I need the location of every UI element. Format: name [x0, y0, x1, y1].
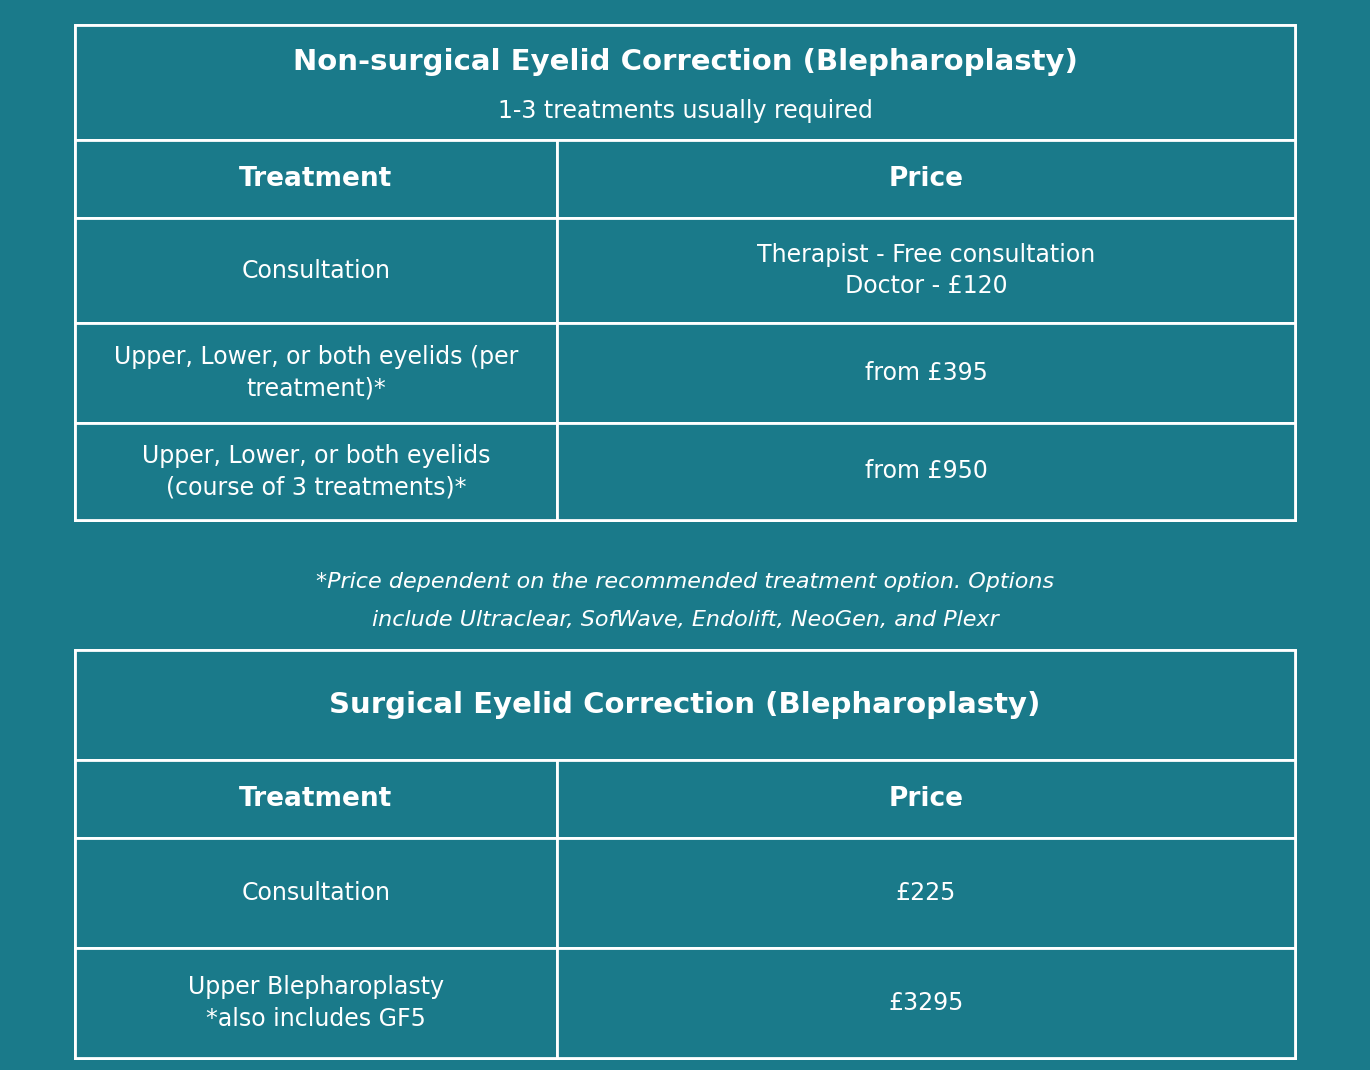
- Text: Price: Price: [889, 166, 963, 192]
- FancyBboxPatch shape: [75, 25, 1295, 520]
- FancyBboxPatch shape: [556, 140, 1295, 218]
- FancyBboxPatch shape: [75, 323, 1295, 423]
- FancyBboxPatch shape: [75, 140, 556, 218]
- Text: Consultation: Consultation: [241, 881, 390, 905]
- FancyBboxPatch shape: [75, 649, 1295, 1058]
- Text: 1-3 treatments usually required: 1-3 treatments usually required: [497, 100, 873, 123]
- FancyBboxPatch shape: [75, 218, 556, 323]
- FancyBboxPatch shape: [556, 948, 1295, 1058]
- FancyBboxPatch shape: [556, 218, 1295, 323]
- Text: Treatment: Treatment: [240, 166, 393, 192]
- FancyBboxPatch shape: [75, 323, 556, 423]
- FancyBboxPatch shape: [75, 423, 1295, 520]
- FancyBboxPatch shape: [75, 948, 1295, 1058]
- Text: Upper, Lower, or both eyelids
(course of 3 treatments)*: Upper, Lower, or both eyelids (course of…: [141, 444, 490, 500]
- Text: £225: £225: [896, 881, 956, 905]
- FancyBboxPatch shape: [75, 838, 556, 948]
- FancyBboxPatch shape: [75, 649, 1295, 760]
- FancyBboxPatch shape: [556, 760, 1295, 838]
- FancyBboxPatch shape: [75, 760, 1295, 838]
- FancyBboxPatch shape: [75, 948, 556, 1058]
- Text: Upper Blepharoplasty
*also includes GF5: Upper Blepharoplasty *also includes GF5: [188, 975, 444, 1030]
- Text: Non-surgical Eyelid Correction (Blepharoplasty): Non-surgical Eyelid Correction (Blepharo…: [293, 48, 1077, 76]
- Text: from £395: from £395: [864, 361, 988, 385]
- FancyBboxPatch shape: [75, 140, 1295, 218]
- Text: Upper, Lower, or both eyelids (per
treatment)*: Upper, Lower, or both eyelids (per treat…: [114, 346, 518, 401]
- Text: £3295: £3295: [888, 991, 963, 1015]
- Text: Surgical Eyelid Correction (Blepharoplasty): Surgical Eyelid Correction (Blepharoplas…: [329, 691, 1041, 719]
- Text: include Ultraclear, SofWave, Endolift, NeoGen, and Plexr: include Ultraclear, SofWave, Endolift, N…: [371, 610, 999, 630]
- FancyBboxPatch shape: [556, 323, 1295, 423]
- Text: Treatment: Treatment: [240, 786, 393, 812]
- FancyBboxPatch shape: [75, 218, 1295, 323]
- Text: Price: Price: [889, 786, 963, 812]
- FancyBboxPatch shape: [75, 838, 1295, 948]
- FancyBboxPatch shape: [75, 760, 556, 838]
- Text: *Price dependent on the recommended treatment option. Options: *Price dependent on the recommended trea…: [316, 572, 1054, 592]
- FancyBboxPatch shape: [556, 838, 1295, 948]
- FancyBboxPatch shape: [75, 423, 556, 520]
- Text: Therapist - Free consultation
Doctor - £120: Therapist - Free consultation Doctor - £…: [756, 243, 1095, 299]
- FancyBboxPatch shape: [556, 423, 1295, 520]
- Text: Consultation: Consultation: [241, 259, 390, 282]
- Text: from £950: from £950: [864, 459, 988, 484]
- FancyBboxPatch shape: [75, 25, 1295, 140]
